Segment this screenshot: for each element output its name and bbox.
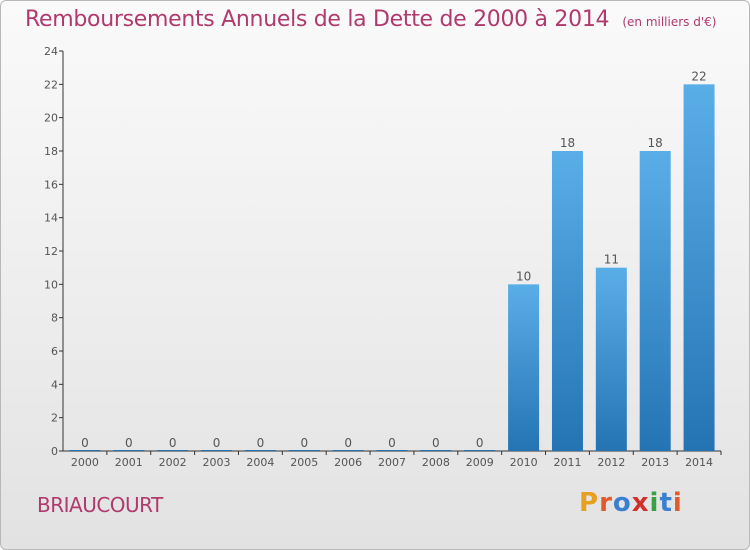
y-tick-label: 12 bbox=[44, 245, 58, 258]
y-tick-label: 24 bbox=[44, 45, 58, 58]
logo-letter: x bbox=[631, 488, 650, 518]
x-tick-label: 2013 bbox=[641, 456, 669, 469]
bar-2002 bbox=[157, 450, 189, 451]
labels: 0 0 0 0 0 0 0 0 0 0 10 18 11 18 22 bbox=[81, 69, 707, 450]
x-tick-label: 2011 bbox=[553, 456, 581, 469]
y-tick-label: 8 bbox=[51, 312, 58, 325]
bar-2007 bbox=[376, 450, 408, 451]
x-tick-label: 2007 bbox=[378, 456, 406, 469]
bar-value-label: 0 bbox=[300, 436, 308, 450]
bar-value-label: 0 bbox=[125, 436, 133, 450]
y-tick-label: 2 bbox=[51, 412, 58, 425]
x-tick-label: 2005 bbox=[290, 456, 318, 469]
y-tick-label: 10 bbox=[44, 278, 58, 291]
logo-letter: r bbox=[599, 488, 613, 518]
x-tick-label: 2012 bbox=[597, 456, 625, 469]
x-tick-label: 2009 bbox=[466, 456, 494, 469]
x-tick-label: 2008 bbox=[422, 456, 450, 469]
x-tick-label: 2001 bbox=[115, 456, 143, 469]
chart-subtitle: (en milliers d'€) bbox=[622, 15, 717, 29]
bar-2009 bbox=[464, 450, 496, 451]
bar-2001 bbox=[113, 450, 145, 451]
bar-2003 bbox=[201, 450, 233, 451]
bar-value-label: 0 bbox=[169, 436, 177, 450]
bar-2000 bbox=[69, 450, 101, 451]
bar-value-label: 0 bbox=[432, 436, 440, 450]
logo-letter: i bbox=[649, 488, 660, 518]
bar-value-label: 0 bbox=[388, 436, 396, 450]
logo-letter: o bbox=[612, 488, 632, 518]
bar-2005 bbox=[288, 450, 320, 451]
title-row: Remboursements Annuels de la Dette de 20… bbox=[25, 7, 716, 32]
bar-2012 bbox=[595, 267, 627, 451]
bar-2006 bbox=[332, 450, 364, 451]
logo-letter: i bbox=[672, 488, 683, 518]
chart-title: Remboursements Annuels de la Dette de 20… bbox=[25, 7, 610, 32]
bars bbox=[69, 84, 715, 451]
x-tick-label: 2010 bbox=[510, 456, 538, 469]
bar-value-label: 0 bbox=[344, 436, 352, 450]
bar-value-label: 22 bbox=[691, 69, 706, 83]
x-tick-label: 2014 bbox=[685, 456, 713, 469]
x-tick-label: 2002 bbox=[159, 456, 187, 469]
x-tick-label: 2003 bbox=[203, 456, 231, 469]
proxiti-logo[interactable]: Proxiti bbox=[579, 488, 683, 518]
bar-value-label: 0 bbox=[257, 436, 265, 450]
y-tick-label: 0 bbox=[51, 445, 58, 458]
y-tick-label: 22 bbox=[44, 78, 58, 91]
x-tick-label: 2000 bbox=[71, 456, 99, 469]
bar-value-label: 18 bbox=[560, 136, 575, 150]
y-tick-label: 18 bbox=[44, 145, 58, 158]
bar-value-label: 11 bbox=[604, 253, 619, 267]
y-tick-label: 14 bbox=[44, 212, 58, 225]
bar-value-label: 0 bbox=[476, 436, 484, 450]
x-tick-label: 2004 bbox=[246, 456, 274, 469]
logo-letter: t bbox=[659, 488, 673, 518]
bar-2011 bbox=[551, 151, 583, 451]
y-tick-label: 16 bbox=[44, 178, 58, 191]
bar-2010 bbox=[508, 284, 540, 451]
place-name: BRIAUCOURT bbox=[37, 493, 163, 517]
bar-2008 bbox=[420, 450, 452, 451]
bar-value-label: 10 bbox=[516, 269, 531, 283]
bar-value-label: 0 bbox=[213, 436, 221, 450]
bar-2004 bbox=[244, 450, 276, 451]
bar-2013 bbox=[639, 151, 671, 451]
bar-value-label: 18 bbox=[648, 136, 663, 150]
y-tick-label: 4 bbox=[51, 378, 58, 391]
logo-letter: P bbox=[579, 488, 600, 518]
y-tick-label: 6 bbox=[51, 345, 58, 358]
bar-2014 bbox=[683, 84, 715, 451]
x-tick-label: 2006 bbox=[334, 456, 362, 469]
bar-value-label: 0 bbox=[81, 436, 89, 450]
y-tick-label: 20 bbox=[44, 112, 58, 125]
